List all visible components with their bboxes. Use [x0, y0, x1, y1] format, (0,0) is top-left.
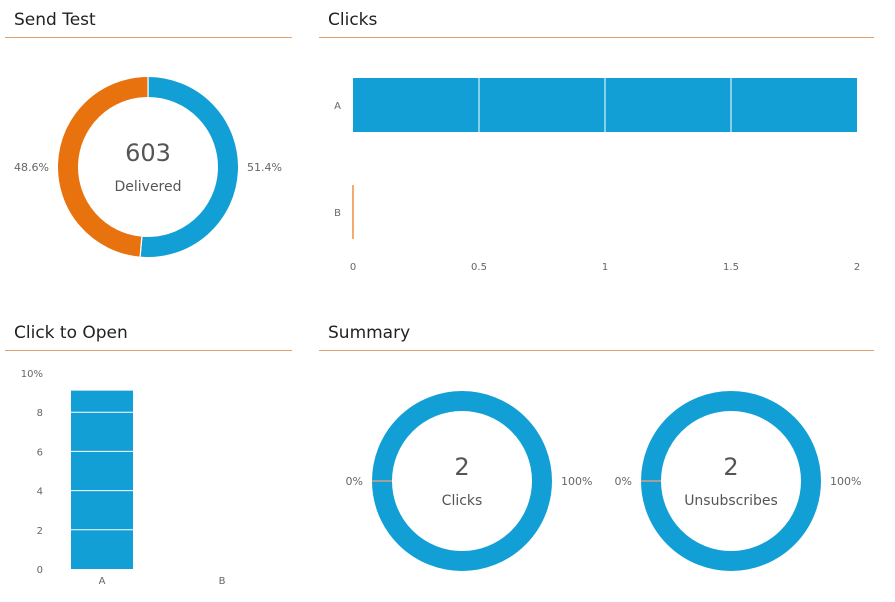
cto-y-tick-1: 2 — [37, 526, 43, 537]
summary-unsubscribes-center-value: 2 — [723, 453, 738, 481]
send-test-panel: Send Test 51.4% 48.6% 603 Delivered — [5, 0, 293, 300]
clicks-panel: Clicks A B 0 0.5 1 1.5 2 — [319, 0, 875, 300]
summary-clicks-label-right: 100% — [561, 475, 592, 488]
clicks-title: Clicks — [328, 10, 378, 30]
summary-divider — [319, 350, 874, 351]
cto-y-tick-5: 10% — [21, 369, 43, 380]
send-test-center-value: 603 — [125, 139, 171, 167]
summary-unsubscribes-slice-0 — [641, 391, 821, 571]
summary-clicks-center-label: Clicks — [442, 493, 483, 509]
clicks-divider — [319, 37, 874, 38]
clicks-x-tick-0: 0 — [350, 262, 356, 273]
summary-unsubscribes-label-left: 0% — [615, 475, 632, 488]
summary-unsubscribes-center-label: Unsubscribes — [684, 493, 778, 509]
cto-y-tick-4: 8 — [37, 408, 43, 419]
summary-unsubscribes-label-right: 100% — [830, 475, 861, 488]
summary-title: Summary — [328, 323, 411, 343]
send-test-slice-1 — [58, 77, 149, 257]
cto-bar-A — [71, 390, 133, 569]
summary-clicks-slice-0 — [372, 391, 552, 571]
summary-clicks-label-left: 0% — [346, 475, 363, 488]
summary-panel: Summary 100% 0% 2 Clicks 100% 0% 2 Unsubscribes — [319, 313, 875, 602]
cto-y-tick-2: 4 — [37, 487, 43, 498]
cto-y-tick-3: 6 — [37, 447, 43, 458]
send-test-divider — [5, 37, 292, 38]
cto-y-tick-0: 0 — [37, 565, 43, 576]
clicks-x-tick-3: 1.5 — [723, 262, 739, 273]
clicks-bar-chart: A B 0 0.5 1 1.5 2 — [334, 78, 860, 273]
summary-clicks-center-value: 2 — [454, 453, 469, 481]
send-test-label-left: 48.6% — [14, 161, 49, 174]
send-test-title: Send Test — [14, 10, 96, 30]
send-test-slice-0 — [140, 77, 238, 257]
clicks-x-tick-4: 2 — [854, 262, 860, 273]
clicks-x-tick-2: 1 — [602, 262, 608, 273]
send-test-center-label: Delivered — [114, 179, 181, 195]
clicks-category-label-B: B — [334, 208, 341, 219]
clicks-category-label-A: A — [334, 101, 341, 112]
click-to-open-bar-chart: 0 2 4 6 8 10% A B — [21, 369, 226, 587]
cto-category-label-A: A — [99, 576, 106, 587]
click-to-open-title: Click to Open — [14, 323, 128, 343]
send-test-label-right: 51.4% — [247, 161, 282, 174]
cto-category-label-B: B — [219, 576, 226, 587]
clicks-x-tick-1: 0.5 — [471, 262, 487, 273]
send-test-donut-chart: 51.4% 48.6% 603 Delivered — [14, 77, 282, 257]
send-test-slice-separator-1-0 — [139, 236, 143, 257]
click-to-open-divider — [5, 350, 292, 351]
click-to-open-panel: Click to Open 0 2 4 6 8 10% A B — [5, 313, 293, 602]
summary-donut-charts: 100% 0% 2 Clicks 100% 0% 2 Unsubscribes — [346, 391, 861, 571]
